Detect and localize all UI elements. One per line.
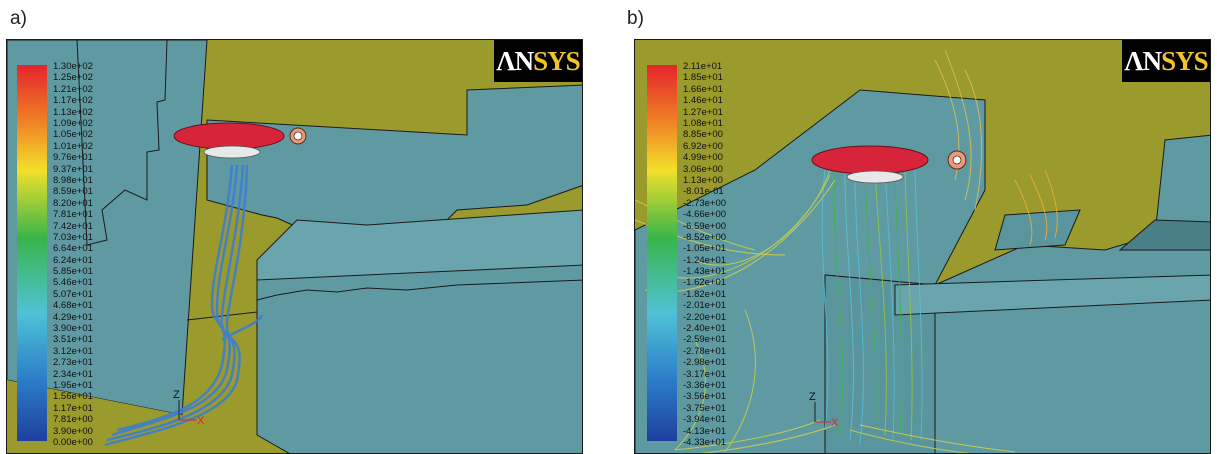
colorbar-tick-label: 7.81e+01 [53,209,93,221]
panel-b: 2.11e+01 1.85e+01 1.66e+01 1.46e+01 1.27e+01… [634,39,1211,454]
colorbar-tick-label: -2.98e+01 [683,357,727,369]
colorbar-tick-label: 7.03e+01 [53,231,93,243]
colorbar-tick-label: 1.25e+02 [53,72,93,84]
colorbar-tick-label: -1.24e+01 [683,254,727,266]
panel-b-label: b) [627,8,644,29]
colorbar-tick-label: -2.40e+01 [683,323,727,335]
colorbar-b [647,65,677,441]
colorbar-tick-label: 8.20e+01 [53,197,93,209]
colorbar-tick-label: 5.07e+01 [53,288,93,300]
colorbar-tick-label: 1.17e+01 [53,402,93,414]
colorbar-tick-label: 1.08e+01 [683,117,723,129]
panel-a-label: a) [10,8,27,29]
scene-b [635,40,1210,453]
colorbar-tick-label: 8.98e+01 [53,174,93,186]
ansys-logo: ΛΝSYS [494,40,582,82]
colorbar-tick-label: -4.66e+00 [683,209,727,221]
colorbar-tick-label: -1.62e+01 [683,277,727,289]
colorbar-tick-label: -1.43e+01 [683,266,727,278]
colorbar-tick-label: 1.85e+01 [683,72,723,84]
colorbar-tick-label: 1.46e+01 [683,95,723,107]
colorbar-tick-label: 1.09e+02 [53,117,93,129]
colorbar-tick-label: -3.94e+01 [683,414,727,426]
colorbar-tick-label: 1.13e+00 [683,174,723,186]
colorbar-tick-label: 1.01e+02 [53,140,93,152]
colorbar-tick-label: 1.66e+01 [683,83,723,95]
colorbar-tick-label: 1.30e+02 [53,61,93,72]
colorbar-tick-label: 3.06e+00 [683,163,723,175]
colorbar-tick-label: -2.78e+01 [683,345,727,357]
colorbar-tick-label: -8.52e+00 [683,231,727,243]
colorbar-tick-label: 7.42e+01 [53,220,93,232]
colorbar-tick-label: 3.90e+00 [53,425,93,437]
colorbar-tick-label: 6.24e+01 [53,254,93,266]
colorbar-tick-label: 2.34e+01 [53,368,93,380]
axis-z-label: Z [809,391,816,403]
colorbar-tick-label: -4.13e+01 [683,425,727,437]
axis-x-label: X [197,415,205,427]
colorbar-tick-label: -3.56e+01 [683,391,727,403]
colorbar-tick-label: 6.64e+01 [53,243,93,255]
colorbar-tick-label: 3.12e+01 [53,345,93,357]
colorbar-tick-label: -2.20e+01 [683,311,727,323]
colorbar-tick-label: 4.29e+01 [53,311,93,323]
colorbar-tick-label: 3.51e+01 [53,334,93,346]
rotor-disc [173,122,285,150]
colorbar-tick-label: 4.68e+01 [53,300,93,312]
colorbar-tick-label: 7.81e+00 [53,414,93,426]
colorbar-tick-label: -1.05e+01 [683,243,727,255]
colorbar-tick-label: 1.05e+02 [53,129,93,141]
colorbar-tick-label: -3.36e+01 [683,380,727,392]
colorbar-tick-label: 1.17e+02 [53,95,93,107]
axis-x-label: X [831,417,839,429]
colorbar-tick-label: -4.33e+01 [683,437,727,448]
colorbar-tick-label: 1.27e+01 [683,106,723,118]
axis-z-label: Z [173,389,180,401]
colorbar-tick-label: 2.11e+01 [683,61,723,72]
ansys-logo: ΛΝSYS [1122,40,1210,82]
colorbar-tick-label: 1.56e+01 [53,391,93,403]
panel-a: 1.30e+02 1.25e+02 1.21e+02 1.17e+02 1.13e+02… [6,39,583,454]
building-roof [206,84,582,246]
streamlines-b [635,49,1058,453]
colorbar-tick-label: -1.82e+01 [683,288,727,300]
colorbar-tick-label: 8.59e+01 [53,186,93,198]
colorbar-tick-label: -8.01e-01 [683,186,724,198]
colorbar-tick-label: -6.59e+00 [683,220,727,232]
colorbar-tick-label: -3.17e+01 [683,368,727,380]
colorbar-tick-label: -2.01e+01 [683,300,727,312]
colorbar-tick-label: 2.73e+01 [53,357,93,369]
colorbar-tick-label: 8.85e+00 [683,129,723,141]
colorbar-a [17,65,47,441]
colorbar-tick-label: -2.73e+00 [683,197,727,209]
scene-a [7,40,582,453]
colorbar-tick-label: 3.90e+01 [53,323,93,335]
colorbar-tick-label: 0.00e+00 [53,437,93,448]
colorbar-tick-label: 1.95e+01 [53,380,93,392]
colorbar-tick-label: 1.21e+02 [53,83,93,95]
rotor-disc [811,145,929,175]
colorbar-tick-label: 5.85e+01 [53,266,93,278]
colorbar-tick-label: -2.59e+01 [683,334,727,346]
colorbar-tick-label: 1.13e+02 [53,106,93,118]
colorbar-tick-label: 4.99e+00 [683,152,723,164]
colorbar-tick-label: -3.75e+01 [683,402,727,414]
colorbar-tick-label: 9.37e+01 [53,163,93,175]
colorbar-tick-label: 6.92e+00 [683,140,723,152]
colorbar-tick-label: 9.76e+01 [53,152,93,164]
colorbar-tick-label: 5.46e+01 [53,277,93,289]
